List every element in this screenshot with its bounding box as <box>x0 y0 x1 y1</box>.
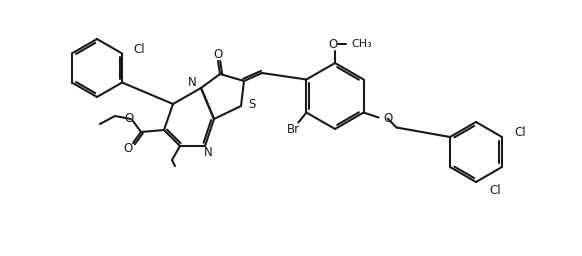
Text: S: S <box>248 99 255 112</box>
Text: O: O <box>328 37 338 50</box>
Text: Br: Br <box>287 123 300 136</box>
Text: N: N <box>204 146 212 159</box>
Text: Cl: Cl <box>133 43 145 56</box>
Text: CH₃: CH₃ <box>351 39 372 49</box>
Text: O: O <box>384 112 393 125</box>
Text: O: O <box>123 142 133 155</box>
Text: Cl: Cl <box>489 184 501 197</box>
Text: O: O <box>125 112 134 124</box>
Text: N: N <box>188 77 197 90</box>
Text: O: O <box>214 48 223 61</box>
Text: Cl: Cl <box>514 125 526 138</box>
